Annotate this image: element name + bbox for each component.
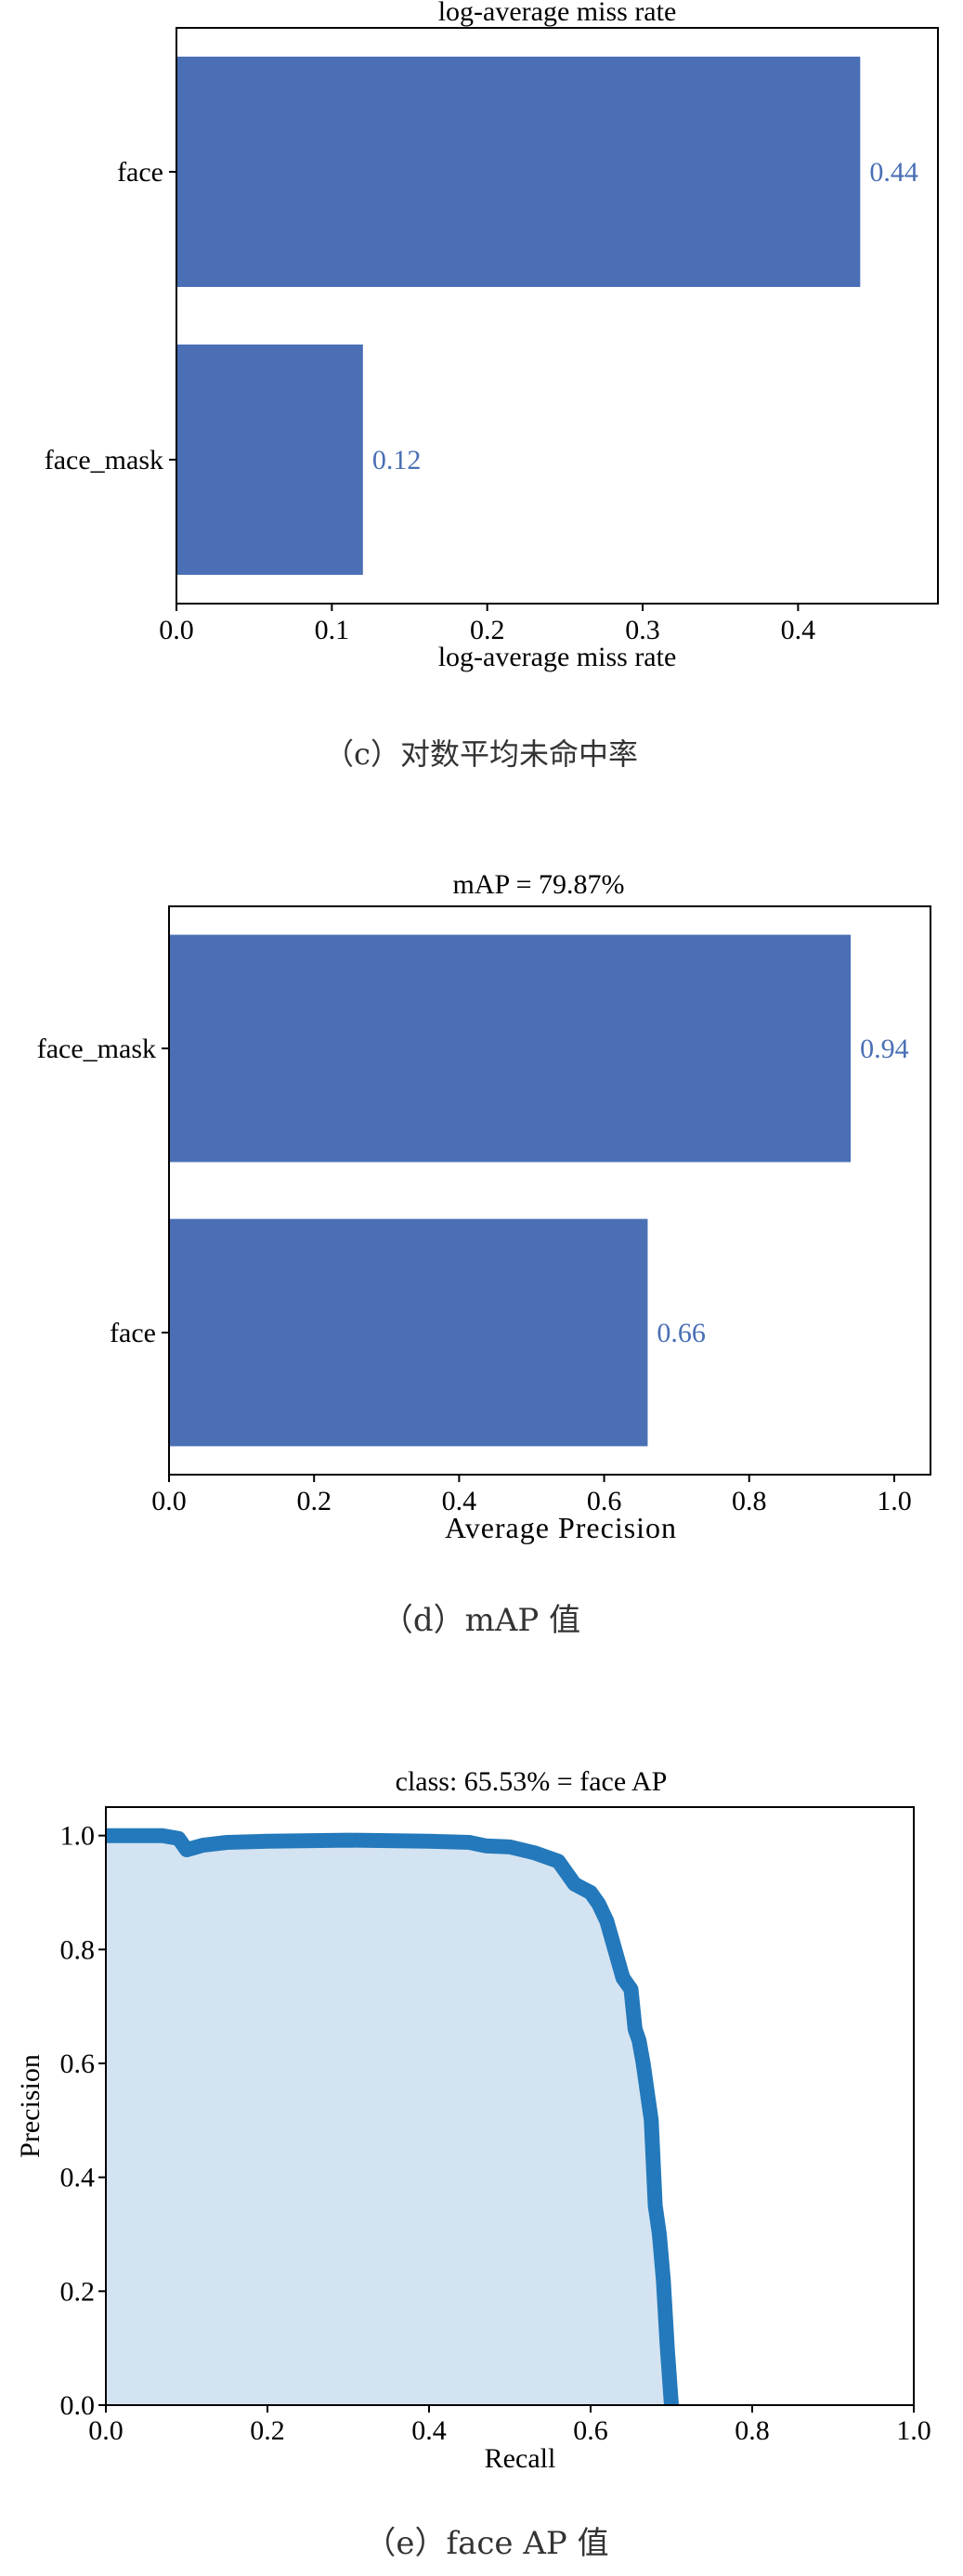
bar-value-label: 0.12: [372, 445, 422, 475]
x-tick-label: 0.6: [573, 2415, 608, 2446]
x-tick-label: 0.2: [470, 615, 505, 645]
y-tick-label: 1.0: [60, 1821, 96, 1852]
chart-e-pr-curve: class: 65.53% = face AP 0.0 0.2 0.4 0.6 0.8 1…: [15, 1766, 931, 2562]
y-tick-label: face_mask: [45, 445, 163, 475]
chart-d-frame: [168, 905, 931, 1476]
y-tick-label: 0.8: [60, 1934, 96, 1965]
y-tick-label: face_mask: [37, 1034, 156, 1064]
x-tick-label: 0.0: [159, 615, 194, 645]
chart-d-xlabel: Average Precision: [445, 1511, 677, 1544]
chart-e-title: class: 65.53% = face AP: [396, 1766, 668, 1797]
chart-c-miss-rate: log-average miss rate 0.44 0.12 0.0 0.1 0.2…: [45, 0, 939, 772]
x-tick-label: 0.4: [442, 1486, 477, 1516]
bar-value-label: 0.44: [869, 157, 918, 188]
pr-area-fill: [106, 1835, 671, 2405]
y-tick-label: face: [117, 157, 163, 188]
chart-d-caption: （d）mAP 值: [382, 1602, 580, 1639]
y-tick-label: 0.4: [60, 2163, 96, 2193]
x-tick-label: 0.2: [250, 2415, 285, 2446]
y-tick-label: 0.2: [60, 2276, 96, 2307]
chart-c-caption: （c）对数平均未命中率: [324, 736, 638, 772]
chart-c-xlabel: log-average miss rate: [438, 642, 677, 672]
x-tick-label: 0.4: [781, 615, 816, 645]
bar-face: [169, 1218, 648, 1447]
chart-e-frame: [105, 1806, 915, 2406]
bar-face: [176, 57, 861, 287]
chart-c-title: log-average miss rate: [438, 0, 677, 27]
x-tick-label: 1.0: [896, 2415, 931, 2446]
bar-face_mask: [176, 345, 363, 575]
x-tick-label: 0.8: [735, 2415, 770, 2446]
pr-curve-line: [106, 1828, 679, 2406]
x-tick-label: 0.0: [88, 2415, 124, 2446]
y-tick-label: 0.6: [60, 2049, 96, 2079]
chart-e-xlabel: Recall: [485, 2443, 556, 2474]
x-tick-label: 0.3: [625, 615, 660, 645]
bar-face_mask: [169, 934, 852, 1163]
y-tick-label: face: [110, 1318, 156, 1348]
x-tick-label: 1.0: [877, 1486, 912, 1516]
chart-d-map: mAP = 79.87% 0.94 0.66 0.0 0.2 0.4 0.6 0.8 1.0…: [37, 869, 931, 1639]
chart-c-frame: [176, 27, 939, 605]
bar-value-label: 0.94: [860, 1034, 909, 1064]
bar-value-label: 0.66: [657, 1318, 706, 1348]
x-tick-label: 0.1: [315, 615, 350, 645]
x-tick-label: 0.0: [151, 1486, 187, 1516]
y-tick-label: 0.0: [60, 2390, 96, 2421]
chart-e-ylabel: Precision: [15, 2054, 46, 2158]
x-tick-label: 0.2: [296, 1486, 332, 1516]
x-tick-label: 0.8: [732, 1486, 767, 1516]
chart-d-title: mAP = 79.87%: [453, 869, 625, 900]
x-tick-label: 0.6: [587, 1486, 622, 1516]
x-tick-label: 0.4: [411, 2415, 447, 2446]
chart-e-caption: （e）face AP 值: [364, 2525, 608, 2562]
